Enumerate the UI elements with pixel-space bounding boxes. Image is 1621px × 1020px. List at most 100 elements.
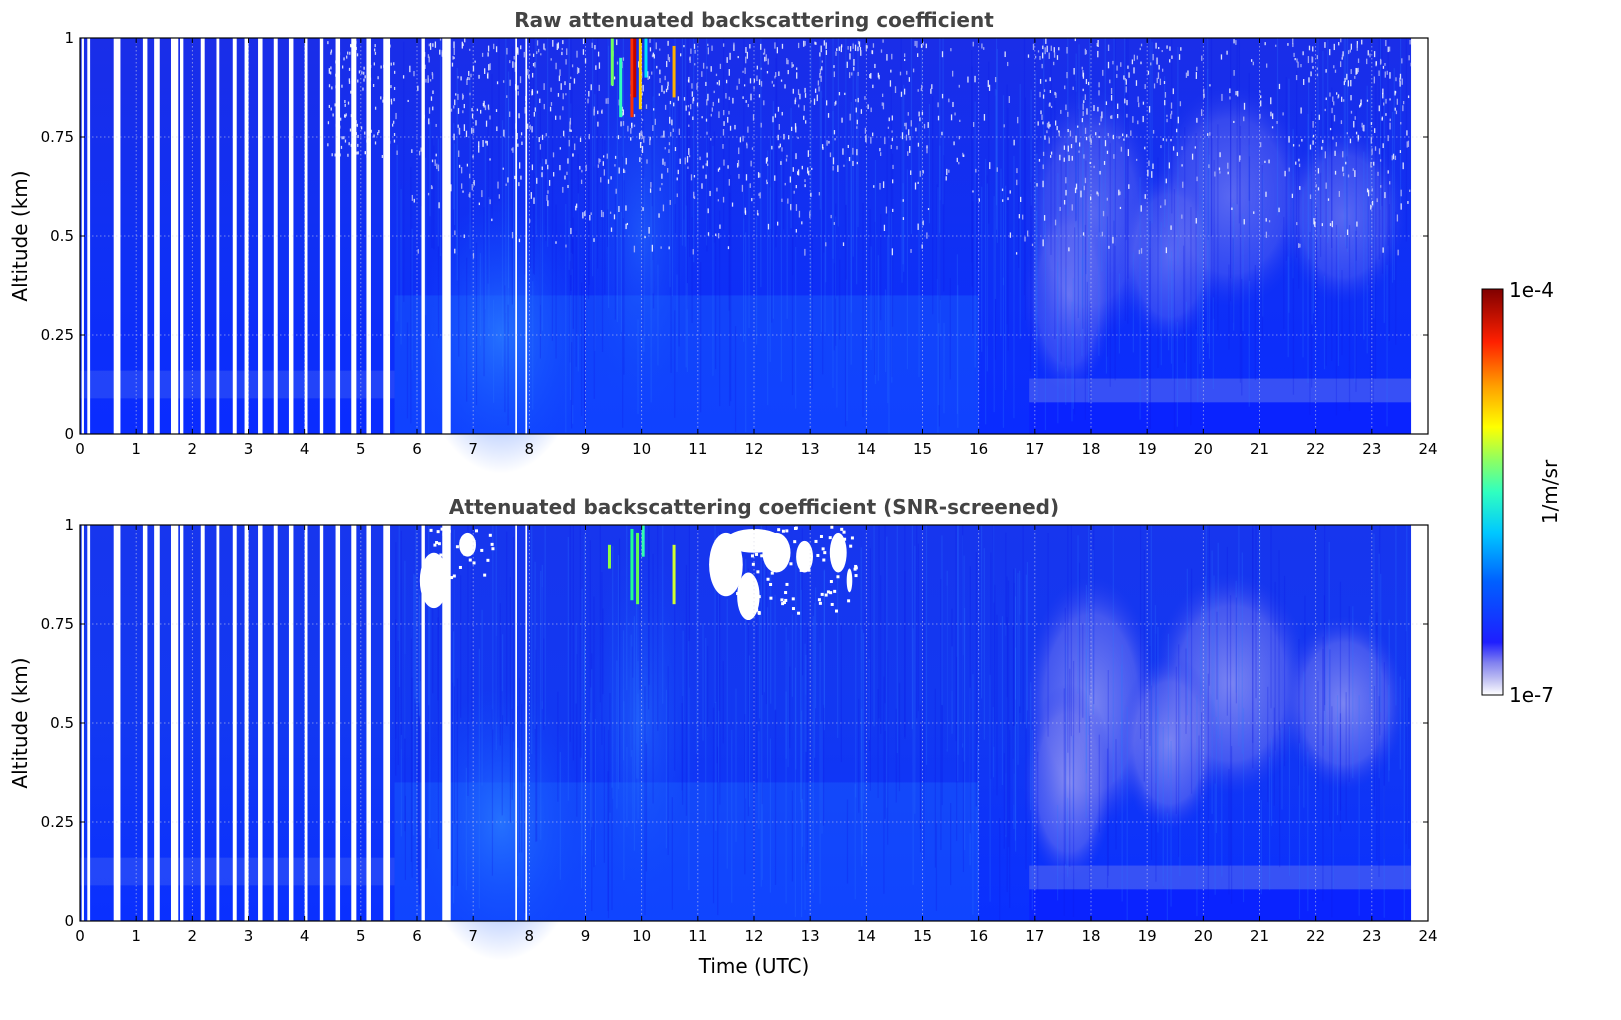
texture-streak	[911, 525, 914, 730]
noise-speck	[1282, 112, 1284, 116]
texture-streak	[1298, 166, 1300, 289]
noise-speck	[578, 68, 580, 73]
low-backscatter-region	[1023, 683, 1114, 882]
texture-streak	[1319, 172, 1322, 257]
noise-speck	[343, 136, 345, 140]
noise-speck	[747, 103, 749, 108]
texture-streak	[603, 726, 605, 863]
noise-speck	[1389, 181, 1391, 185]
texture-streak	[1149, 38, 1151, 249]
noise-speck	[661, 183, 663, 186]
noise-speck	[1176, 128, 1178, 133]
texture-streak	[769, 738, 772, 893]
texture-streak	[1098, 159, 1100, 356]
noise-speck	[362, 87, 364, 91]
noise-speck	[1024, 236, 1026, 242]
noise-speck	[1161, 68, 1164, 72]
noise-speck	[790, 126, 793, 132]
noise-speck	[905, 122, 907, 130]
noise-speck	[555, 241, 557, 244]
noise-speck	[1265, 218, 1267, 222]
texture-streak	[957, 525, 959, 782]
noise-speck	[1089, 135, 1091, 142]
noise-speck	[1292, 38, 1294, 45]
texture-streak	[1336, 695, 1339, 816]
noise-speck	[1017, 116, 1019, 124]
noise-speck	[627, 125, 629, 132]
noise-speck	[641, 118, 644, 121]
noise-speck	[874, 63, 876, 69]
texture-streak	[887, 650, 889, 845]
noise-speck	[1302, 51, 1304, 56]
noise-speck	[534, 107, 536, 112]
texture-streak	[1082, 623, 1084, 718]
noise-speck	[1347, 80, 1350, 87]
texture-streak	[722, 660, 724, 744]
snr-screened-panel: Attenuated backscattering coefficient (S…	[8, 495, 1438, 978]
noise-speck	[667, 81, 669, 86]
noise-speck	[1128, 72, 1130, 78]
noise-speck	[820, 75, 822, 82]
texture-streak	[1002, 277, 1005, 428]
screened-pixel	[754, 585, 758, 589]
noise-speck	[1170, 138, 1172, 142]
noise-speck	[1054, 91, 1056, 96]
noise-speck	[1299, 186, 1301, 190]
screened-pixel	[791, 607, 795, 611]
texture-streak	[469, 81, 471, 249]
screened-pixel	[835, 609, 839, 613]
noise-speck	[749, 78, 752, 84]
texture-streak	[648, 525, 650, 710]
noise-speck	[1387, 170, 1389, 174]
noise-speck	[1063, 157, 1065, 162]
texture-streak	[1229, 595, 1232, 866]
screened-pixel	[716, 566, 720, 570]
noise-speck	[602, 161, 604, 166]
texture-streak	[861, 629, 863, 855]
noise-speck	[330, 49, 333, 53]
x-tick-label: 0	[75, 927, 85, 945]
screened-pixel	[760, 554, 764, 558]
noise-speck	[1354, 75, 1356, 79]
noise-speck	[650, 182, 652, 188]
y-tick-label: 0.25	[41, 813, 74, 831]
noise-speck	[1131, 59, 1134, 65]
noise-speck	[543, 103, 545, 110]
texture-streak	[594, 718, 597, 866]
noise-speck	[597, 164, 599, 168]
noise-speck	[886, 54, 888, 61]
noise-speck	[694, 49, 696, 54]
noise-speck	[659, 78, 661, 83]
texture-streak	[745, 232, 747, 433]
noise-speck	[1384, 62, 1386, 66]
noise-speck	[1082, 111, 1084, 116]
noise-speck	[493, 43, 495, 50]
noise-speck	[795, 229, 797, 233]
texture-streak	[1074, 227, 1076, 415]
noise-speck	[531, 126, 533, 133]
texture-streak	[681, 703, 683, 791]
texture-streak	[748, 183, 750, 329]
texture-streak	[1007, 580, 1010, 848]
noise-speck	[564, 175, 566, 180]
texture-streak	[568, 38, 570, 270]
texture-streak	[1067, 797, 1069, 878]
noise-speck	[1164, 100, 1166, 106]
screened-pixel	[736, 592, 740, 596]
noise-speck	[833, 222, 835, 225]
noise-speck	[1195, 72, 1198, 79]
data-gap	[304, 525, 308, 921]
noise-speck	[860, 50, 862, 56]
texture-streak	[570, 118, 572, 253]
texture-streak	[580, 282, 583, 417]
noise-speck	[330, 66, 332, 70]
noise-speck	[580, 179, 583, 185]
noise-speck	[902, 217, 905, 220]
texture-streak	[734, 326, 737, 432]
texture-streak	[823, 570, 825, 708]
noise-speck	[1124, 98, 1126, 104]
data-gap	[273, 38, 278, 434]
noise-speck	[664, 161, 666, 166]
noise-speck	[1063, 145, 1066, 150]
noise-speck	[811, 167, 813, 170]
